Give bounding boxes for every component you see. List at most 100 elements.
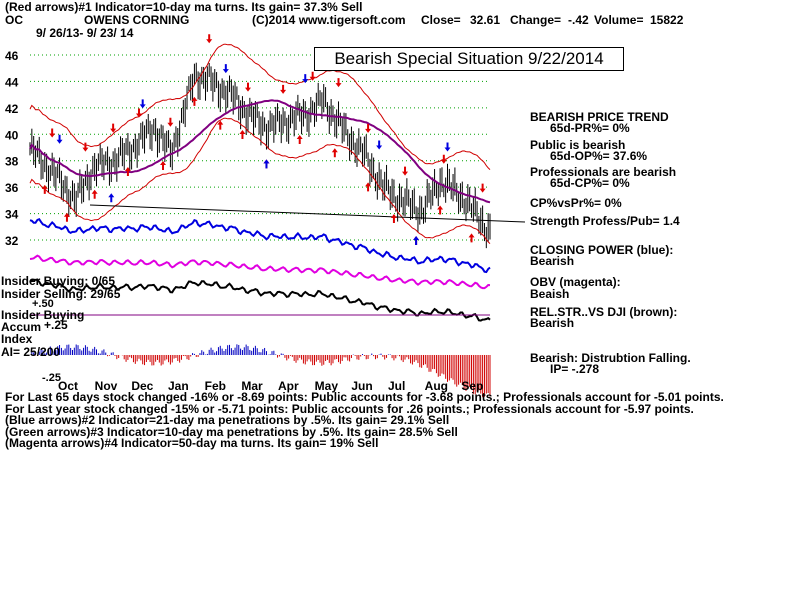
y-tick-label: 32: [5, 234, 19, 248]
close-label: Close=: [421, 13, 461, 27]
insider-selling-count: Insider Selling: 29/65: [1, 287, 121, 301]
x-tick-label: Feb: [205, 379, 226, 393]
up-arrow-icon: [365, 182, 372, 192]
y-tick-label: 42: [5, 102, 19, 116]
down-arrow-icon: [82, 142, 89, 152]
up-arrow-icon: [91, 189, 98, 199]
copyright-text: (C)2014 www.tigersoft.com: [252, 13, 406, 27]
up-arrow-icon: [124, 166, 131, 176]
level-minus25: -.25: [42, 372, 61, 384]
summary-line: Bearish: [530, 316, 575, 330]
ai-label: AI= 25/200: [1, 345, 61, 359]
footer-line: For Last 65 days stock changed -16% or -…: [5, 390, 724, 404]
down-arrow-icon: [167, 117, 174, 127]
summary-line: IP= -.278: [550, 362, 600, 376]
down-arrow-icon: [444, 142, 451, 152]
summary-line: REL.STR..VS DJI (brown):: [530, 305, 678, 319]
down-arrow-icon: [110, 123, 117, 133]
x-tick-label: Jan: [168, 379, 189, 393]
down-arrow-icon: [244, 82, 251, 92]
up-arrow-icon: [468, 233, 475, 243]
ma50-line: [29, 99, 491, 204]
x-tick-label: Jul: [388, 379, 405, 393]
x-tick-label: Mar: [241, 379, 263, 393]
up-arrow-icon: [108, 193, 115, 203]
level-plus25: +.25: [44, 318, 68, 332]
footer-line: (Green arrows)#3 Indicator=10-day ma pen…: [5, 425, 458, 439]
footer-line: (Magenta arrows)#4 Indicator=50-day ma t…: [5, 436, 379, 450]
down-arrow-icon: [222, 64, 229, 74]
up-arrow-icon: [160, 161, 167, 171]
x-tick-label: Dec: [131, 379, 153, 393]
summary-line: Strength Profess/Pub= 1.4: [530, 214, 680, 228]
up-arrow-icon: [331, 148, 338, 158]
summary-line: Professionals are bearish: [530, 165, 677, 179]
x-tick-label: Nov: [95, 379, 118, 393]
summary-line: BEARISH PRICE TREND: [530, 110, 669, 124]
up-arrow-icon: [217, 120, 224, 130]
obv-line: [29, 254, 491, 290]
summary-line: 65d-OP%= 37.6%: [550, 149, 648, 163]
down-arrow-icon: [479, 183, 486, 193]
trendline: [89, 204, 526, 223]
indicator-1-text: (Red arrows)#1 Indicator=10-day ma turns…: [5, 0, 363, 14]
summary-line: 65d-CP%= 0%: [550, 176, 630, 190]
y-tick-label: 46: [5, 49, 19, 63]
summary-line: CLOSING POWER (blue):: [530, 243, 674, 257]
up-arrow-icon: [191, 96, 198, 106]
lower-band: [29, 117, 491, 244]
y-tick-label: 44: [5, 75, 19, 89]
x-tick-label: Jun: [351, 379, 372, 393]
up-arrow-icon: [41, 184, 48, 194]
summary-line: Public is bearish: [530, 138, 626, 152]
x-tick-label: Sep: [461, 379, 483, 393]
y-tick-label: 36: [5, 181, 19, 195]
upper-band: [29, 43, 491, 170]
down-arrow-icon: [49, 128, 56, 138]
up-arrow-icon: [263, 159, 270, 169]
down-arrow-icon: [365, 123, 372, 133]
down-arrow-icon: [206, 34, 213, 44]
up-arrow-icon: [296, 135, 303, 145]
up-arrow-icon: [63, 212, 70, 222]
x-tick-label: May: [315, 379, 339, 393]
level-plus50: +.50: [32, 298, 54, 310]
closing-power-line: [29, 217, 491, 274]
rel-strength-line: [29, 278, 491, 322]
x-tick-label: Apr: [278, 379, 299, 393]
down-arrow-icon: [376, 140, 383, 150]
volume-label: Volume=: [594, 13, 644, 27]
down-arrow-icon: [309, 71, 316, 81]
summary-line: 65d-PR%= 0%: [550, 121, 630, 135]
company-name: OWENS CORNING: [84, 13, 190, 27]
date-range: 9/ 26/13- 9/ 23/ 14: [36, 26, 134, 40]
x-tick-label: Oct: [58, 379, 78, 393]
ticker-symbol: OC: [5, 13, 23, 27]
down-arrow-icon: [280, 84, 287, 94]
footer-line: For Last year stock changed -15% or -5.7…: [5, 402, 694, 416]
up-arrow-icon: [239, 130, 246, 140]
up-arrow-icon: [413, 235, 420, 245]
change-label: Change=: [510, 13, 562, 27]
y-tick-label: 40: [5, 128, 19, 142]
down-arrow-icon: [402, 166, 409, 176]
summary-line: Bearish: Distrubtion Falling.: [530, 351, 691, 365]
change-value: -.42: [568, 13, 589, 27]
y-tick-label: 34: [5, 208, 19, 222]
summary-line: OBV (magenta):: [530, 275, 621, 289]
accum-label: Accum: [1, 320, 42, 334]
up-arrow-icon: [390, 214, 397, 224]
insider-buying-count: Insider Buying: 0/65: [1, 274, 116, 288]
summary-line: Bearish: [530, 254, 575, 268]
summary-line: CP%vsPr%= 0%: [530, 196, 622, 210]
y-tick-label: 38: [5, 155, 19, 169]
special-situation-banner: Bearish Special Situation 9/22/2014: [314, 47, 624, 71]
down-arrow-icon: [302, 74, 309, 84]
down-arrow-icon: [139, 99, 146, 109]
summary-line: Beaish: [530, 287, 570, 301]
insider-buying-label: Insider Buying: [1, 308, 85, 322]
down-arrow-icon: [440, 154, 447, 164]
down-arrow-icon: [56, 134, 63, 144]
x-tick-label: Aug: [425, 379, 448, 393]
